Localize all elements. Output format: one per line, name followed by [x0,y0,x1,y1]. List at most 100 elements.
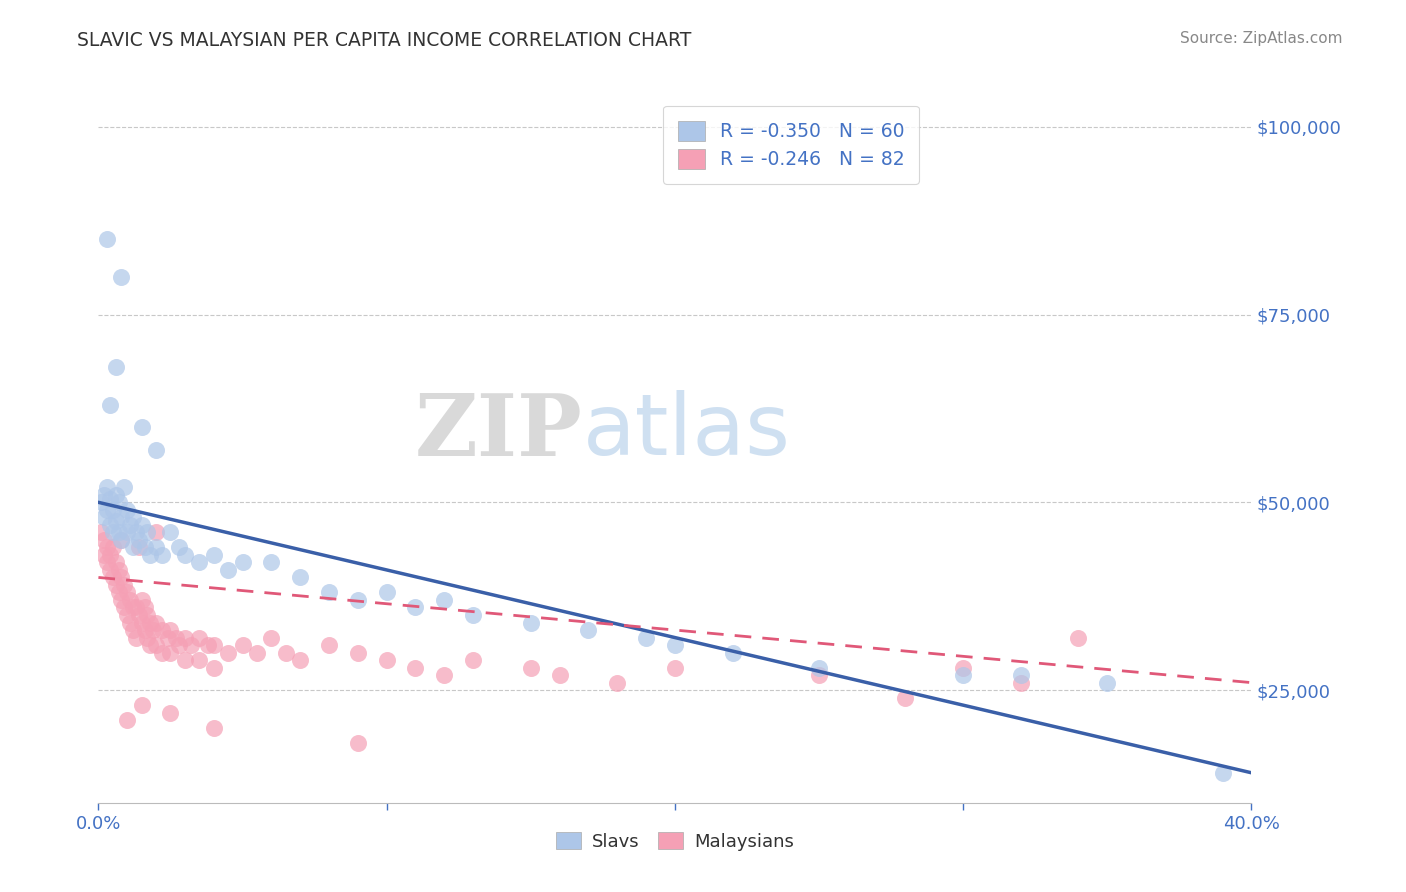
Point [136,607,159,622]
Point [117,585,139,599]
Point [318,585,340,599]
Point [107,495,129,509]
Point [150,623,173,637]
Point [107,563,129,577]
Point [125,631,148,645]
Point [548,668,571,682]
Point [101,525,124,540]
Point [461,653,484,667]
Point [122,510,145,524]
Point [246,646,269,660]
Point [128,533,150,547]
Text: SLAVIC VS MALAYSIAN PER CAPITA INCOME CORRELATION CHART: SLAVIC VS MALAYSIAN PER CAPITA INCOME CO… [77,31,692,50]
Point [131,593,153,607]
Point [159,623,181,637]
Point [145,638,167,652]
Text: atlas: atlas [582,390,790,474]
Point [112,480,135,494]
Point [405,600,427,615]
Point [174,631,197,645]
Point [1010,675,1032,690]
Point [1097,675,1119,690]
Point [101,570,124,584]
Y-axis label: Per Capita Income: Per Capita Income [0,370,8,522]
Point [101,503,124,517]
Point [120,593,142,607]
Point [122,600,145,615]
Point [165,631,187,645]
Point [174,548,197,562]
Point [952,668,974,682]
Point [145,525,167,540]
Point [112,600,135,615]
Point [375,585,398,599]
Point [167,541,190,555]
Point [202,660,225,674]
Point [318,638,340,652]
Point [260,631,283,645]
Point [202,548,225,562]
Point [375,653,398,667]
Point [664,660,686,674]
Point [131,615,153,630]
Text: Source: ZipAtlas.com: Source: ZipAtlas.com [1180,31,1343,46]
Point [131,698,153,713]
Point [93,510,115,524]
Point [174,653,197,667]
Point [346,736,368,750]
Point [128,607,150,622]
Point [134,600,156,615]
Point [122,541,145,555]
Point [167,638,190,652]
Point [188,653,211,667]
Point [188,556,211,570]
Point [131,517,153,532]
Point [98,398,121,412]
Point [159,525,181,540]
Point [93,533,115,547]
Point [96,480,118,494]
Point [110,533,132,547]
Point [117,713,139,727]
Point [110,593,132,607]
Point [290,570,312,584]
Point [145,442,167,457]
Point [98,517,121,532]
Point [217,563,239,577]
Point [217,646,239,660]
Point [104,556,127,570]
Point [110,570,132,584]
Point [188,631,211,645]
Point [520,615,543,630]
Point [117,503,139,517]
Point [578,623,600,637]
Point [134,541,156,555]
Point [159,646,181,660]
Point [104,488,127,502]
Point [104,514,127,528]
Point [346,593,368,607]
Point [139,615,162,630]
Point [131,420,153,434]
Point [110,270,132,285]
Point [150,548,173,562]
Point [96,503,118,517]
Point [290,653,312,667]
Point [96,541,118,555]
Legend: Slavs, Malaysians: Slavs, Malaysians [548,825,801,858]
Point [93,548,115,562]
Point [136,631,159,645]
Point [145,541,167,555]
Point [405,660,427,674]
Point [139,638,162,652]
Point [274,646,297,660]
Point [156,631,179,645]
Point [197,638,219,652]
Point [664,638,686,652]
Point [128,541,150,555]
Point [98,548,121,562]
Point [117,525,139,540]
Point [101,541,124,555]
Point [90,495,112,509]
Point [120,517,142,532]
